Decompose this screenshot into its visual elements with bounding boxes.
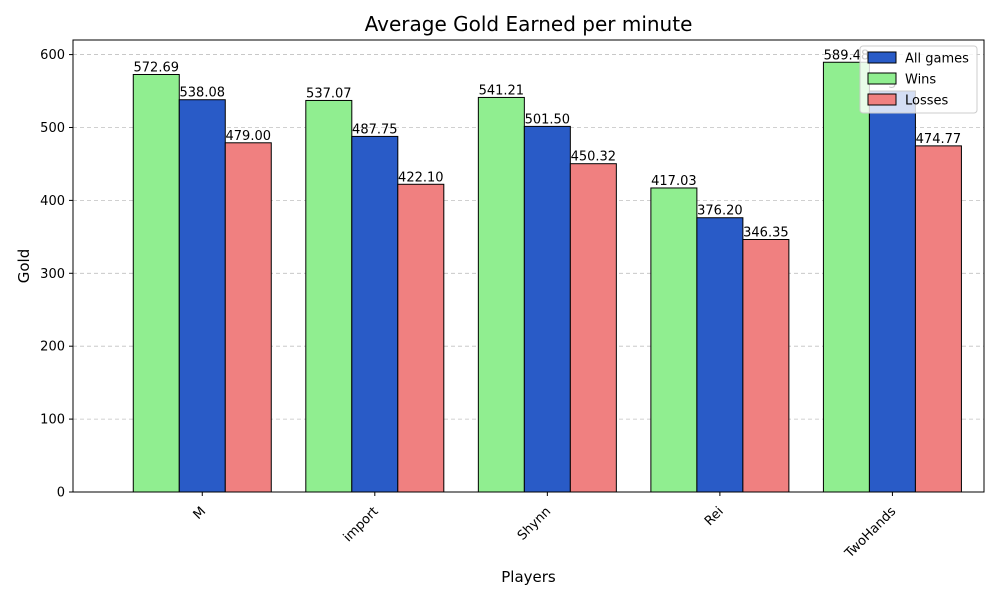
legend-label: All games [905, 52, 969, 67]
bar-losses [224, 142, 272, 493]
data-label: 417.03 [651, 174, 697, 189]
y-tick-label: 0 [57, 486, 65, 501]
data-label: 346.35 [743, 225, 789, 240]
bar-wins [822, 61, 870, 493]
data-label: 487.75 [352, 122, 398, 137]
bar-wins [650, 187, 698, 493]
bar-wins [477, 96, 525, 493]
data-label: 537.07 [306, 86, 352, 101]
bar-losses [742, 238, 790, 493]
bars [132, 61, 962, 493]
bar-losses [569, 163, 617, 493]
chart-title: Average Gold Earned per minute [365, 12, 693, 36]
bar-all-games [696, 217, 744, 493]
data-label: 541.21 [479, 83, 525, 98]
y-axis: 0 100 200 300 400 500 600 [40, 48, 73, 501]
y-tick-label: 600 [40, 48, 65, 63]
bar-all-games [178, 99, 226, 493]
data-label: 450.32 [571, 150, 617, 165]
data-label: 422.10 [398, 170, 444, 185]
bar-wins [132, 73, 180, 493]
y-axis-title: Gold [15, 249, 33, 284]
y-tick-label: 100 [40, 413, 65, 428]
y-tick-label: 200 [40, 340, 65, 355]
legend-swatch [867, 51, 897, 64]
data-label: 501.50 [525, 112, 571, 127]
data-label: 479.00 [226, 129, 272, 144]
x-axis-title: Players [501, 568, 556, 586]
data-label: 376.20 [697, 204, 743, 219]
data-label: 474.77 [916, 132, 962, 147]
bar-all-games [351, 135, 399, 493]
y-tick-label: 300 [40, 267, 65, 282]
legend-swatch [867, 72, 897, 85]
y-tick-label: 400 [40, 194, 65, 209]
legend-swatch [867, 93, 897, 106]
legend: All games Wins Losses [859, 45, 978, 114]
legend-label: Wins [905, 73, 936, 88]
data-label: 589.48 [824, 48, 870, 63]
bar-all-games [868, 90, 916, 493]
bar-losses [914, 145, 962, 493]
y-tick-label: 500 [40, 121, 65, 136]
data-label: 538.08 [180, 86, 226, 101]
bar-all-games [523, 125, 571, 493]
bar-losses [397, 183, 445, 493]
bar-wins [305, 99, 353, 493]
data-label: 572.69 [134, 60, 180, 75]
plot-frame [72, 39, 985, 493]
legend-label: Losses [905, 94, 949, 109]
